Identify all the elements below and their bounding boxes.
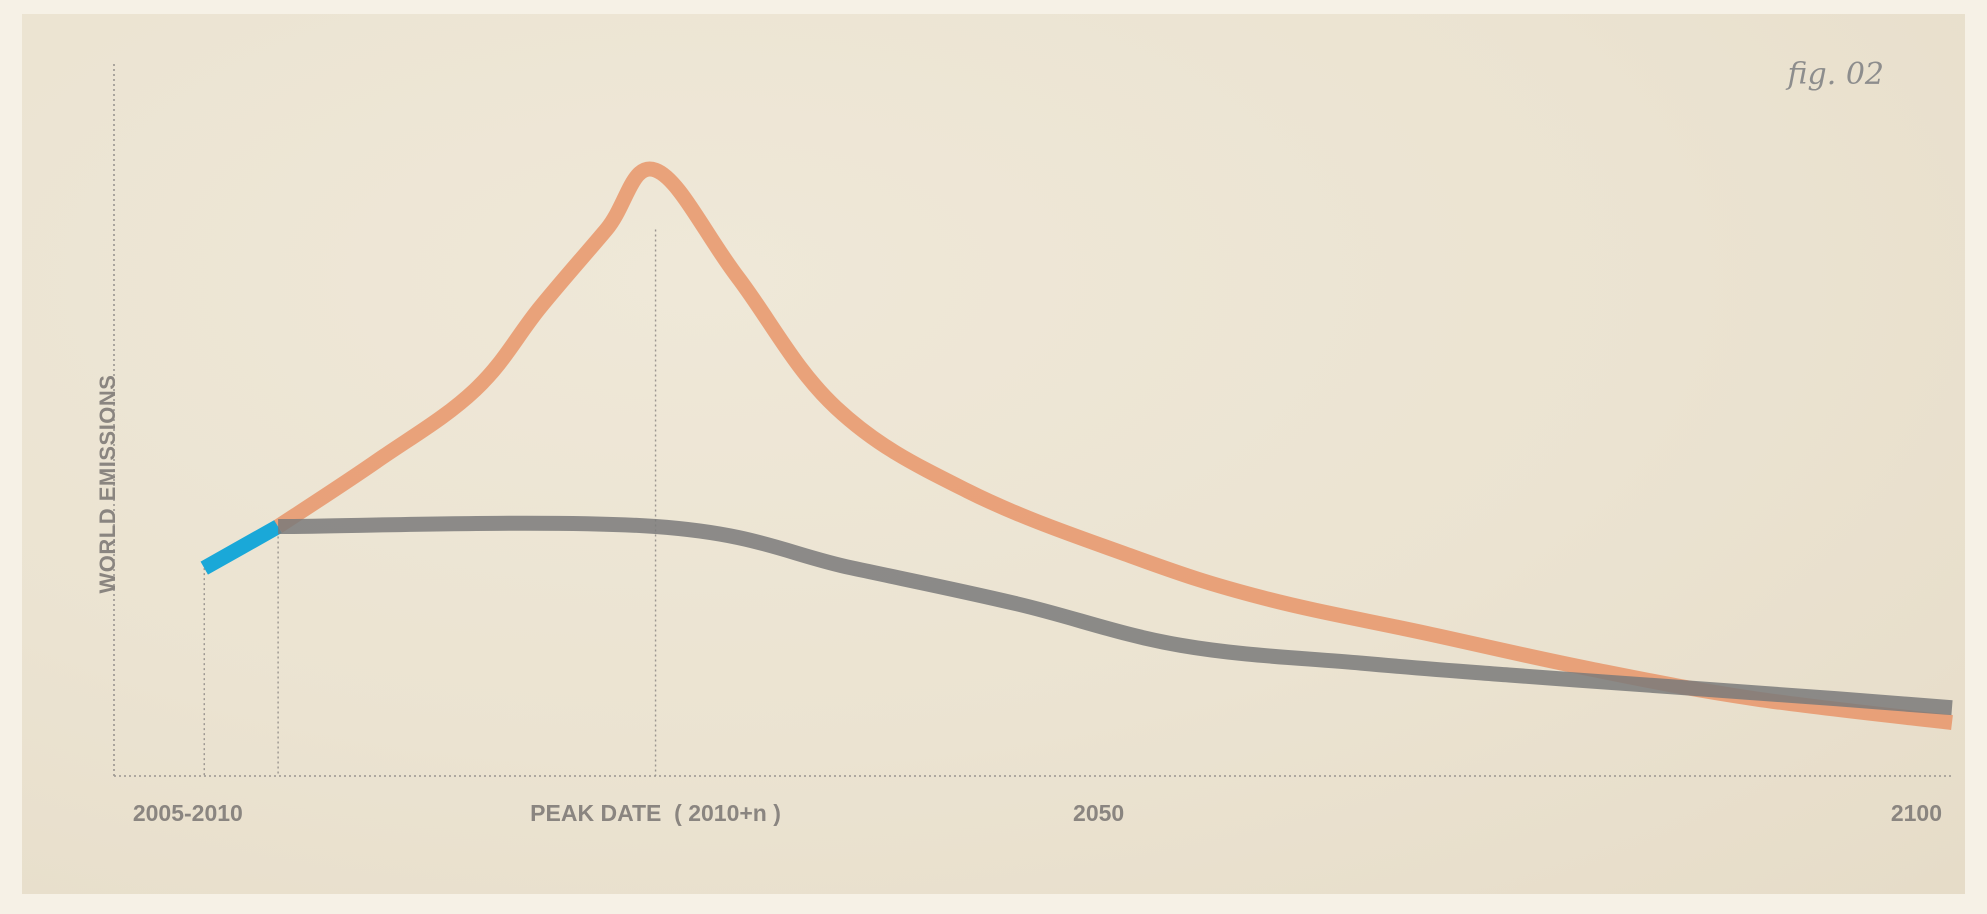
- x-tick-label: 2005-2010: [133, 800, 243, 826]
- series-line-historical: [200, 519, 282, 575]
- series-line-peak-scenario: [273, 161, 1953, 730]
- y-axis-title: WORLD EMISSIONS: [95, 375, 120, 594]
- x-tick-label: 2050: [1073, 800, 1124, 826]
- x-tick-label: 2100: [1891, 800, 1942, 826]
- emissions-chart: 2005-2010 PEAK DATE ( 2010+n ) 2050 2100 WO…: [95, 57, 1953, 826]
- axes: [113, 64, 1952, 777]
- guide-lines: [203, 229, 657, 776]
- figure-label: fig. 02: [1786, 57, 1884, 92]
- x-tick-labels: 2005-2010 PEAK DATE ( 2010+n ) 2050 2100: [133, 800, 1942, 826]
- x-tick-label: PEAK DATE ( 2010+n ): [530, 800, 781, 826]
- series-lines: [200, 161, 1953, 730]
- series-line-plateau-scenario: [278, 515, 1953, 716]
- chart-frame: 2005-2010 PEAK DATE ( 2010+n ) 2050 2100 WO…: [22, 14, 1965, 894]
